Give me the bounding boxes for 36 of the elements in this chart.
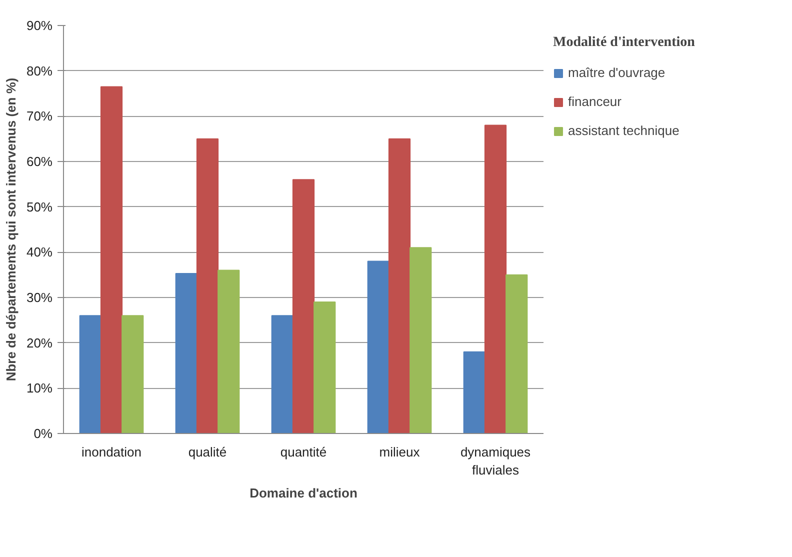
y-tick-label: 30% [26,290,53,305]
x-tick-label: milieux [379,444,420,460]
x-tick-label: dynamiques fluviales [460,444,532,478]
legend-label: assistant technique [568,123,680,138]
y-tick-label: 40% [26,244,53,260]
y-axis-title: Nbre de départements qui sont intervenus (en %) [3,78,18,382]
y-tick-label: 70% [26,108,53,124]
y-tick-label: 60% [26,154,53,169]
bar [100,86,123,434]
bar [175,272,198,434]
y-tick-label: 90% [26,18,53,33]
y-tick-label: 0% [34,426,53,441]
x-tick-label: inondation [82,444,142,460]
bar [122,315,144,434]
bar [196,138,219,434]
bar [388,138,411,434]
x-tick-label: quantité [280,444,327,460]
bar [367,260,390,434]
bar [218,270,240,434]
x-tick-label: qualité [188,444,227,460]
bar [463,351,486,434]
bar [484,124,507,434]
bar [314,302,336,434]
legend-title: Modalité d'intervention [553,35,695,51]
bar [292,179,315,434]
y-tick-label: 10% [26,380,53,396]
bar [506,274,528,434]
bar [79,315,102,434]
bar [271,315,294,434]
y-tick-label: 80% [26,63,53,78]
x-axis-title: Domaine d'action [250,486,358,500]
y-tick-label: 50% [26,199,53,214]
y-tick-label: 20% [26,335,53,350]
legend-label: maître d'ouvrage [568,65,666,80]
legend-label: financeur [568,94,622,109]
bar [410,247,432,434]
